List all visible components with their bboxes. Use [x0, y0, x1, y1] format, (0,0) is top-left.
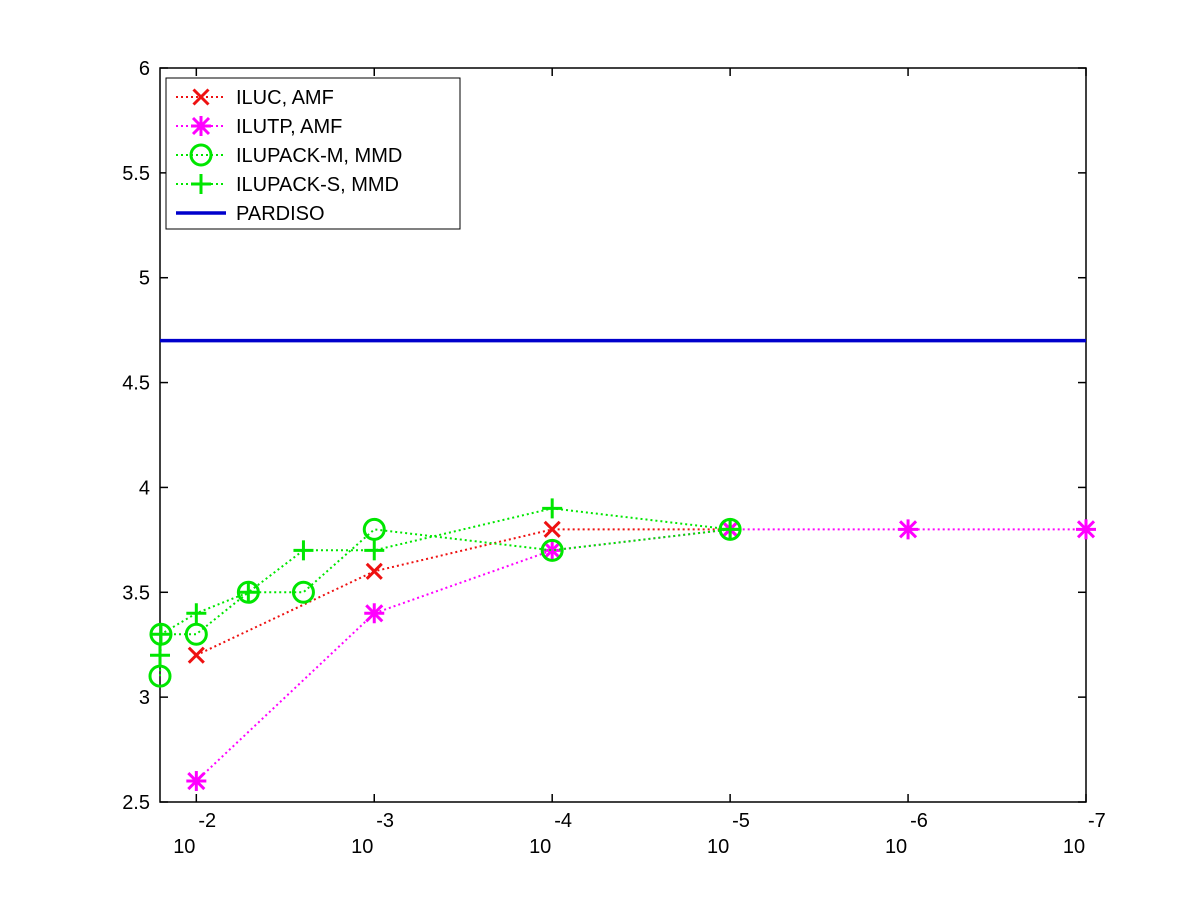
marker-circle: [148, 664, 172, 688]
y-tick-label: 2.5: [122, 792, 150, 814]
marker-plus: [150, 645, 170, 666]
marker-stroke: [191, 116, 211, 136]
legend-label: ILUC, AMF: [236, 87, 334, 109]
marker-stroke: [543, 541, 562, 560]
legend: ILUC, AMF ILUTP, AMF ILUPACK-M, MMD ILUPACK…: [165, 77, 461, 230]
marker-asterisk: [1076, 519, 1096, 540]
marker-circle: [189, 143, 213, 167]
marker-stroke: [148, 664, 172, 688]
x-tick-label-exponent: -4: [554, 810, 572, 832]
marker-stroke: [362, 517, 386, 541]
marker-stroke: [1076, 520, 1096, 539]
series-line: [195, 528, 1086, 782]
marker-plus: [364, 540, 385, 561]
x-tick-label-base: 10: [1063, 836, 1085, 858]
marker-asterisk: [364, 603, 385, 624]
marker-circle: [540, 538, 564, 562]
marker-x: [192, 88, 210, 106]
legend-entry: ILUPACK-S, MMD: [176, 174, 399, 196]
marker-stroke: [187, 771, 206, 791]
marker-plus: [238, 582, 259, 603]
marker-stroke: [189, 143, 213, 167]
marker-asterisk: [898, 519, 919, 540]
marker-stroke: [365, 604, 384, 623]
legend-entry: PARDISO: [176, 203, 325, 225]
marker-stroke: [543, 520, 561, 538]
marker-x: [365, 562, 383, 580]
marker-asterisk: [191, 116, 211, 136]
x-tick-label-base: 10: [173, 836, 195, 858]
marker-plus: [186, 603, 207, 624]
legend-label: ILUPACK-S, MMD: [236, 174, 399, 196]
marker-plus: [720, 519, 741, 540]
marker-circle: [184, 622, 208, 646]
y-tick-label: 3: [139, 687, 150, 709]
marker-circle: [291, 580, 315, 604]
x-tick-label-base: 10: [351, 836, 373, 858]
marker-asterisk: [186, 771, 207, 792]
marker-plus: [293, 540, 314, 561]
series: [150, 498, 741, 666]
y-tick-label: 3.5: [122, 582, 150, 604]
marker-circle: [362, 517, 386, 541]
marker-plus: [542, 498, 563, 519]
x-tick-label-exponent: -5: [732, 810, 750, 832]
y-tick-label: 4.5: [122, 373, 150, 395]
x-tick-label-exponent: -3: [376, 810, 394, 832]
marker-plus: [150, 624, 171, 645]
y-tick-label: 6: [139, 58, 150, 80]
legend-label: ILUTP, AMF: [236, 116, 342, 138]
y-tick-label: 5: [139, 268, 150, 290]
legend-entry: ILUC, AMF: [176, 87, 334, 109]
legend-label: PARDISO: [236, 203, 325, 225]
series-line: [159, 507, 731, 656]
legend-box: [165, 77, 461, 230]
x-tick-label-exponent: -6: [910, 810, 928, 832]
x-tick-label-exponent: -2: [198, 810, 216, 832]
x-tick-label-exponent: -7: [1088, 810, 1106, 832]
y-tick-label: 5.5: [122, 163, 150, 185]
x-tick-label-base: 10: [885, 836, 907, 858]
marker-stroke: [187, 646, 205, 664]
legend-label: ILUPACK-M, MMD: [236, 145, 402, 167]
marker-stroke: [184, 622, 208, 646]
y-tick-label: 4: [139, 477, 150, 499]
marker-stroke: [291, 580, 315, 604]
marker-stroke: [365, 562, 383, 580]
marker-stroke: [192, 88, 210, 106]
marker-x: [187, 646, 205, 664]
legend-entry: ILUTP, AMF: [176, 116, 342, 138]
marker-x: [543, 520, 561, 538]
series-layer: [148, 338, 1096, 792]
x-tick-label-base: 10: [529, 836, 551, 858]
series-line: [159, 528, 731, 677]
x-tick-label-base: 10: [707, 836, 729, 858]
marker-stroke: [540, 538, 564, 562]
marker-stroke: [899, 520, 918, 539]
legend-entry: ILUPACK-M, MMD: [176, 143, 402, 167]
marker-plus: [191, 174, 211, 194]
